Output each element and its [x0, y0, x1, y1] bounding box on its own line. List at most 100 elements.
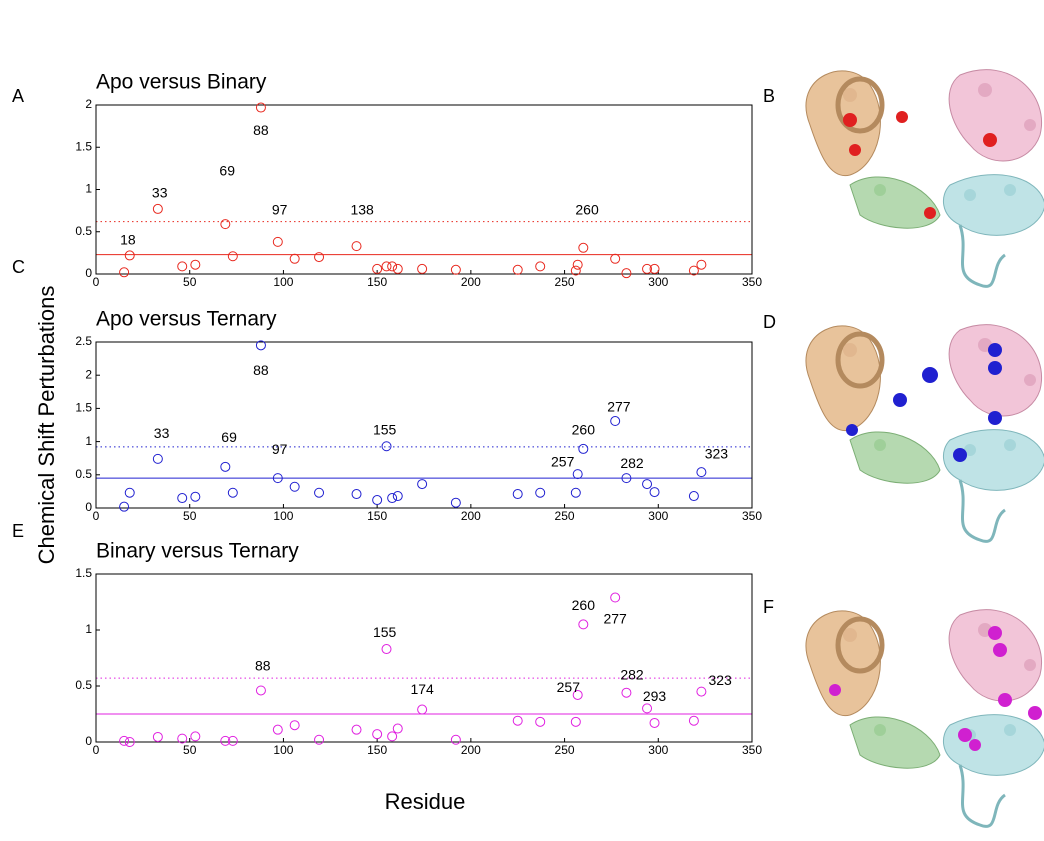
- data-point: [228, 252, 237, 261]
- point-annotation: 33: [154, 425, 170, 441]
- data-point: [388, 262, 397, 271]
- point-annotation: 277: [603, 611, 627, 627]
- data-point: [352, 725, 361, 734]
- point-annotation: 97: [272, 201, 288, 217]
- data-point: [622, 688, 631, 697]
- x-tick-label: 200: [461, 275, 481, 289]
- data-point: [418, 264, 427, 273]
- data-point: [536, 262, 545, 271]
- data-point: [221, 220, 230, 229]
- data-point: [120, 502, 129, 511]
- point-annotation: 260: [575, 201, 599, 217]
- data-point: [611, 417, 620, 426]
- data-point: [579, 243, 588, 252]
- chart-title: Binary versus Ternary: [96, 540, 299, 563]
- data-point: [451, 498, 460, 507]
- y-tick-label: 0.5: [75, 678, 92, 692]
- data-point: [191, 260, 200, 269]
- point-annotation: 88: [255, 658, 271, 674]
- data-point: [373, 730, 382, 739]
- data-point: [571, 717, 580, 726]
- x-tick-label: 200: [461, 509, 481, 523]
- data-point: [393, 724, 402, 733]
- data-point: [418, 705, 427, 714]
- x-tick-label: 50: [183, 509, 197, 523]
- data-point: [352, 490, 361, 499]
- data-point: [536, 488, 545, 497]
- y-tick-label: 0: [85, 734, 92, 748]
- x-tick-label: 150: [367, 275, 387, 289]
- data-point: [315, 488, 324, 497]
- x-tick-label: 300: [648, 275, 668, 289]
- data-point: [178, 494, 187, 503]
- data-point: [579, 444, 588, 453]
- y-tick-label: 1.5: [75, 139, 92, 153]
- point-annotation: 88: [253, 362, 269, 378]
- data-point: [290, 254, 299, 263]
- point-annotation: 97: [272, 441, 288, 457]
- panel-label: E: [12, 521, 24, 541]
- panel-label: D: [763, 312, 776, 332]
- data-point: [120, 268, 129, 277]
- data-point: [153, 454, 162, 463]
- point-annotation: 282: [620, 455, 644, 471]
- data-point: [373, 496, 382, 505]
- chart-title: Apo versus Binary: [96, 71, 267, 94]
- data-point: [393, 264, 402, 273]
- data-point: [273, 237, 282, 246]
- data-point: [697, 468, 706, 477]
- plot-frame: [96, 105, 752, 274]
- y-tick-label: 0.5: [75, 467, 92, 481]
- x-tick-label: 350: [742, 743, 762, 757]
- data-point: [573, 260, 582, 269]
- data-point: [697, 687, 706, 696]
- panel-label: F: [763, 597, 774, 617]
- x-tick-label: 0: [93, 509, 100, 523]
- data-point: [513, 490, 522, 499]
- x-tick-label: 100: [273, 275, 293, 289]
- x-tick-label: 0: [93, 275, 100, 289]
- y-tick-label: 1.5: [75, 401, 92, 415]
- x-axis-label: Residue: [385, 789, 466, 814]
- data-point: [643, 704, 652, 713]
- panel-label: C: [12, 257, 25, 277]
- data-point: [382, 645, 391, 654]
- data-point: [290, 482, 299, 491]
- data-point: [611, 254, 620, 263]
- data-point: [643, 480, 652, 489]
- x-tick-label: 50: [183, 275, 197, 289]
- x-tick-label: 300: [648, 743, 668, 757]
- y-tick-label: 2.5: [75, 334, 92, 348]
- structure-d: [806, 325, 1044, 542]
- y-tick-label: 1: [85, 182, 92, 196]
- data-point: [153, 204, 162, 213]
- plot-frame: [96, 574, 752, 742]
- y-tick-label: 2: [85, 97, 92, 111]
- panel-label: A: [12, 86, 24, 106]
- point-annotation: 18: [120, 232, 136, 248]
- point-annotation: 69: [219, 162, 235, 178]
- point-annotation: 155: [373, 422, 397, 438]
- point-annotation: 69: [221, 429, 237, 445]
- data-point: [178, 262, 187, 271]
- x-tick-label: 150: [367, 743, 387, 757]
- data-point: [451, 265, 460, 274]
- point-annotation: 260: [572, 422, 596, 438]
- x-tick-label: 100: [273, 743, 293, 757]
- point-annotation: 323: [705, 446, 729, 462]
- data-point: [579, 620, 588, 629]
- x-tick-label: 0: [93, 743, 100, 757]
- point-annotation: 88: [253, 122, 269, 138]
- data-point: [221, 462, 230, 471]
- data-point: [393, 492, 402, 501]
- data-point: [388, 494, 397, 503]
- point-annotation: 260: [572, 597, 596, 613]
- data-point: [513, 716, 522, 725]
- data-point: [256, 686, 265, 695]
- point-annotation: 282: [620, 667, 644, 683]
- y-tick-label: 1: [85, 434, 92, 448]
- x-tick-label: 250: [555, 743, 575, 757]
- data-point: [697, 260, 706, 269]
- data-point: [689, 716, 698, 725]
- y-tick-label: 0: [85, 500, 92, 514]
